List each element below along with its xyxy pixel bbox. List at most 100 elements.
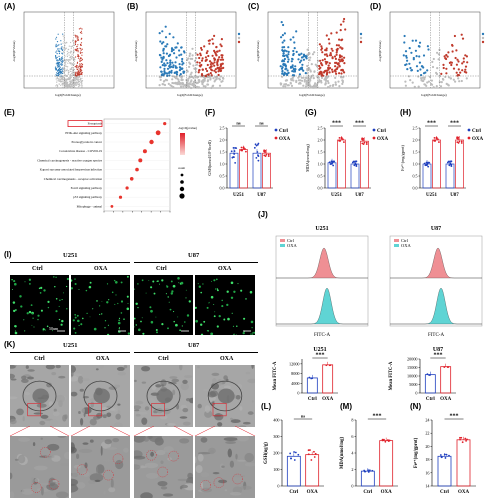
data-point (457, 77, 460, 80)
data-point (215, 46, 218, 49)
data-point (205, 59, 208, 62)
organelle (179, 416, 188, 419)
bar-oxa (456, 439, 471, 487)
data-point (313, 450, 315, 453)
data-point (81, 52, 83, 54)
green-cell (20, 305, 23, 308)
data-point (244, 147, 246, 150)
y-tick-label: 14 (425, 484, 430, 489)
data-point (62, 72, 64, 75)
data-point (404, 80, 407, 83)
data-point (281, 69, 284, 73)
significance-label: *** (316, 353, 325, 359)
data-point (304, 76, 307, 79)
data-point (265, 153, 268, 156)
data-point (213, 64, 216, 67)
data-point (343, 17, 346, 21)
data-point (170, 50, 173, 53)
data-point (200, 46, 203, 50)
data-point (182, 50, 186, 53)
data-point (368, 469, 371, 472)
legend-label-ctrl: Ctrl (401, 238, 409, 243)
data-point (307, 453, 310, 456)
data-point (331, 70, 334, 73)
data-point (198, 80, 201, 83)
data-point (171, 61, 174, 64)
data-point (320, 48, 323, 51)
data-point (58, 83, 60, 85)
data-point (76, 61, 79, 64)
data-point (314, 452, 317, 455)
data-point (289, 82, 292, 85)
green-cell (92, 308, 94, 310)
organelle (80, 418, 84, 426)
organelle (200, 437, 208, 443)
volcano-plot-a: log2(FoldChange)-log10(PValue) (12, 11, 115, 97)
data-point (245, 150, 247, 153)
tem-group-u251: U251 (63, 342, 78, 349)
data-point (60, 40, 62, 42)
data-point (362, 139, 364, 142)
organelle (211, 372, 220, 376)
histogram-ctrl (276, 247, 368, 279)
data-point (438, 80, 441, 84)
data-point (326, 71, 329, 74)
data-point (192, 64, 195, 67)
data-point (62, 78, 64, 80)
data-point (420, 77, 423, 80)
data-point (186, 81, 189, 84)
green-cell (115, 294, 117, 296)
data-point (62, 33, 64, 35)
green-cell (120, 300, 124, 303)
green-cell (202, 283, 204, 285)
organelle (39, 420, 46, 426)
data-point (281, 72, 284, 75)
data-point (55, 67, 57, 70)
legend-label-oxa: OXA (287, 243, 297, 248)
data-point (241, 149, 243, 152)
green-cell (40, 286, 43, 290)
data-point (298, 53, 301, 57)
green-cell (104, 320, 107, 322)
y-tick-label: 8 (351, 418, 353, 423)
category-label: U87 (355, 193, 364, 198)
data-point (62, 81, 64, 83)
legend-swatch-ctrl (394, 239, 399, 242)
organelle (195, 456, 197, 464)
data-point (286, 56, 289, 59)
green-cell (47, 306, 50, 309)
data-point (302, 53, 306, 57)
data-point (337, 58, 341, 61)
data-point (62, 69, 64, 71)
green-cell (31, 313, 34, 315)
data-point (78, 83, 80, 85)
significance-label: *** (434, 353, 443, 359)
data-point (445, 72, 448, 75)
data-point (78, 71, 80, 73)
green-cell (203, 320, 206, 323)
data-point (72, 66, 74, 68)
data-point (457, 60, 460, 63)
organelle (144, 462, 159, 469)
data-point (402, 54, 405, 57)
data-point (344, 28, 347, 31)
organelle (135, 413, 141, 417)
green-cell (153, 292, 156, 295)
nucleus (93, 388, 110, 404)
y-tick-label: 1.0 (220, 161, 225, 166)
data-point (339, 140, 341, 142)
data-point (63, 83, 65, 85)
data-point (381, 438, 384, 441)
data-point (212, 42, 215, 45)
organelle (235, 453, 238, 460)
organelle (73, 464, 81, 469)
data-point (55, 51, 57, 53)
y-axis-label: GSH(umol/10^6cell) (207, 140, 212, 176)
organelle (225, 441, 236, 444)
organelle (237, 436, 249, 442)
category-label: Ctrl (289, 490, 298, 495)
data-point (63, 50, 65, 53)
data-point (60, 68, 63, 70)
organelle (242, 421, 251, 425)
green-cell (37, 318, 39, 321)
